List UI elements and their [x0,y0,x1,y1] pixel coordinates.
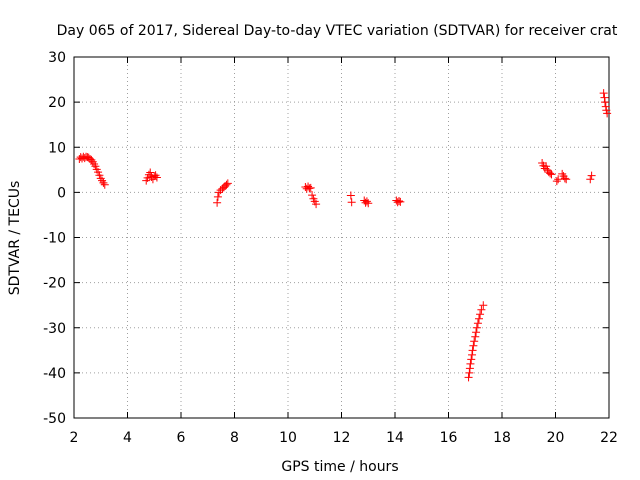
data-point-plus [87,155,96,164]
data-point-plus [100,180,109,189]
data-point-plus [603,109,612,118]
y-tick-label: 20 [48,95,66,111]
data-point-plus [476,310,485,319]
data-point-plus [547,170,556,179]
data-point-plus [465,364,474,373]
data-point-plus [213,192,222,201]
data-point-plus [560,174,569,183]
data-point-plus [465,368,474,377]
data-point-plus [223,179,232,188]
data-point-plus [468,350,477,359]
x-tick-label: 22 [600,430,618,446]
data-point-plus [473,319,482,328]
data-point-plus [479,301,488,310]
data-points [75,89,612,382]
data-point-plus [472,323,481,332]
y-tick-label: 30 [48,50,66,66]
data-point-plus [222,180,231,189]
data-point-plus [600,98,609,107]
x-tick-label: 8 [230,430,239,446]
data-point-plus [467,355,476,364]
data-point-plus [472,328,481,337]
x-tick-label: 10 [279,430,297,446]
data-point-plus [362,197,371,206]
data-point-plus [364,199,373,208]
data-point-plus [396,197,405,206]
data-point-plus [466,359,475,368]
data-point-plus [346,191,355,200]
data-point-plus [469,341,478,350]
y-tick-label: -50 [43,411,66,427]
data-point-plus [554,175,563,184]
x-tick-label: 2 [70,430,79,446]
data-point-plus [477,305,486,314]
data-point-plus [464,373,473,382]
x-tick-label: 16 [440,430,458,446]
x-axis-tick-labels: 2 4 6 8 10 12 14 16 18 20 22 [70,430,618,446]
x-tick-label: 14 [386,430,404,446]
y-tick-label: 0 [57,185,66,201]
x-axis-label: GPS time / hours [281,459,398,475]
data-point-plus [146,168,155,177]
data-point-plus [546,169,555,178]
y-tick-label: -40 [43,366,66,382]
data-point-plus [152,173,161,182]
data-point-plus [395,196,404,205]
y-tick-label: 10 [48,140,66,156]
data-point-plus [552,177,561,186]
grid-lines [74,57,609,418]
x-tick-label: 12 [333,430,351,446]
y-tick-label: -10 [43,231,66,247]
data-point-plus [213,198,222,207]
data-point-plus [562,175,571,184]
data-point-plus [587,171,596,180]
y-axis-tick-labels: 30 20 10 0 -10 -20 -30 -40 -50 [43,50,66,427]
data-point-plus [600,93,609,102]
x-tick-label: 6 [177,430,186,446]
x-tick-label: 20 [547,430,565,446]
data-point-plus [99,178,108,187]
y-tick-label: -30 [43,321,66,337]
data-point-plus [470,337,479,346]
axis-ticks [73,56,610,419]
x-tick-label: 4 [123,430,132,446]
data-point-plus [306,183,315,192]
x-tick-label: 18 [493,430,511,446]
data-point-plus [474,314,483,323]
data-point-plus [308,191,317,200]
chart-title: Day 065 of 2017, Sidereal Day-to-day VTE… [57,23,618,39]
data-point-plus [468,346,477,355]
y-axis-label: SDTVAR / TECUs [7,181,23,296]
data-point-plus [347,198,356,207]
data-point-plus [542,162,551,171]
data-point-plus [312,200,321,209]
data-point-plus [601,102,610,111]
data-point-plus [214,188,223,197]
data-point-plus [599,89,608,98]
y-tick-label: -20 [43,276,66,292]
data-point-plus [586,175,595,184]
data-point-plus [471,332,480,341]
